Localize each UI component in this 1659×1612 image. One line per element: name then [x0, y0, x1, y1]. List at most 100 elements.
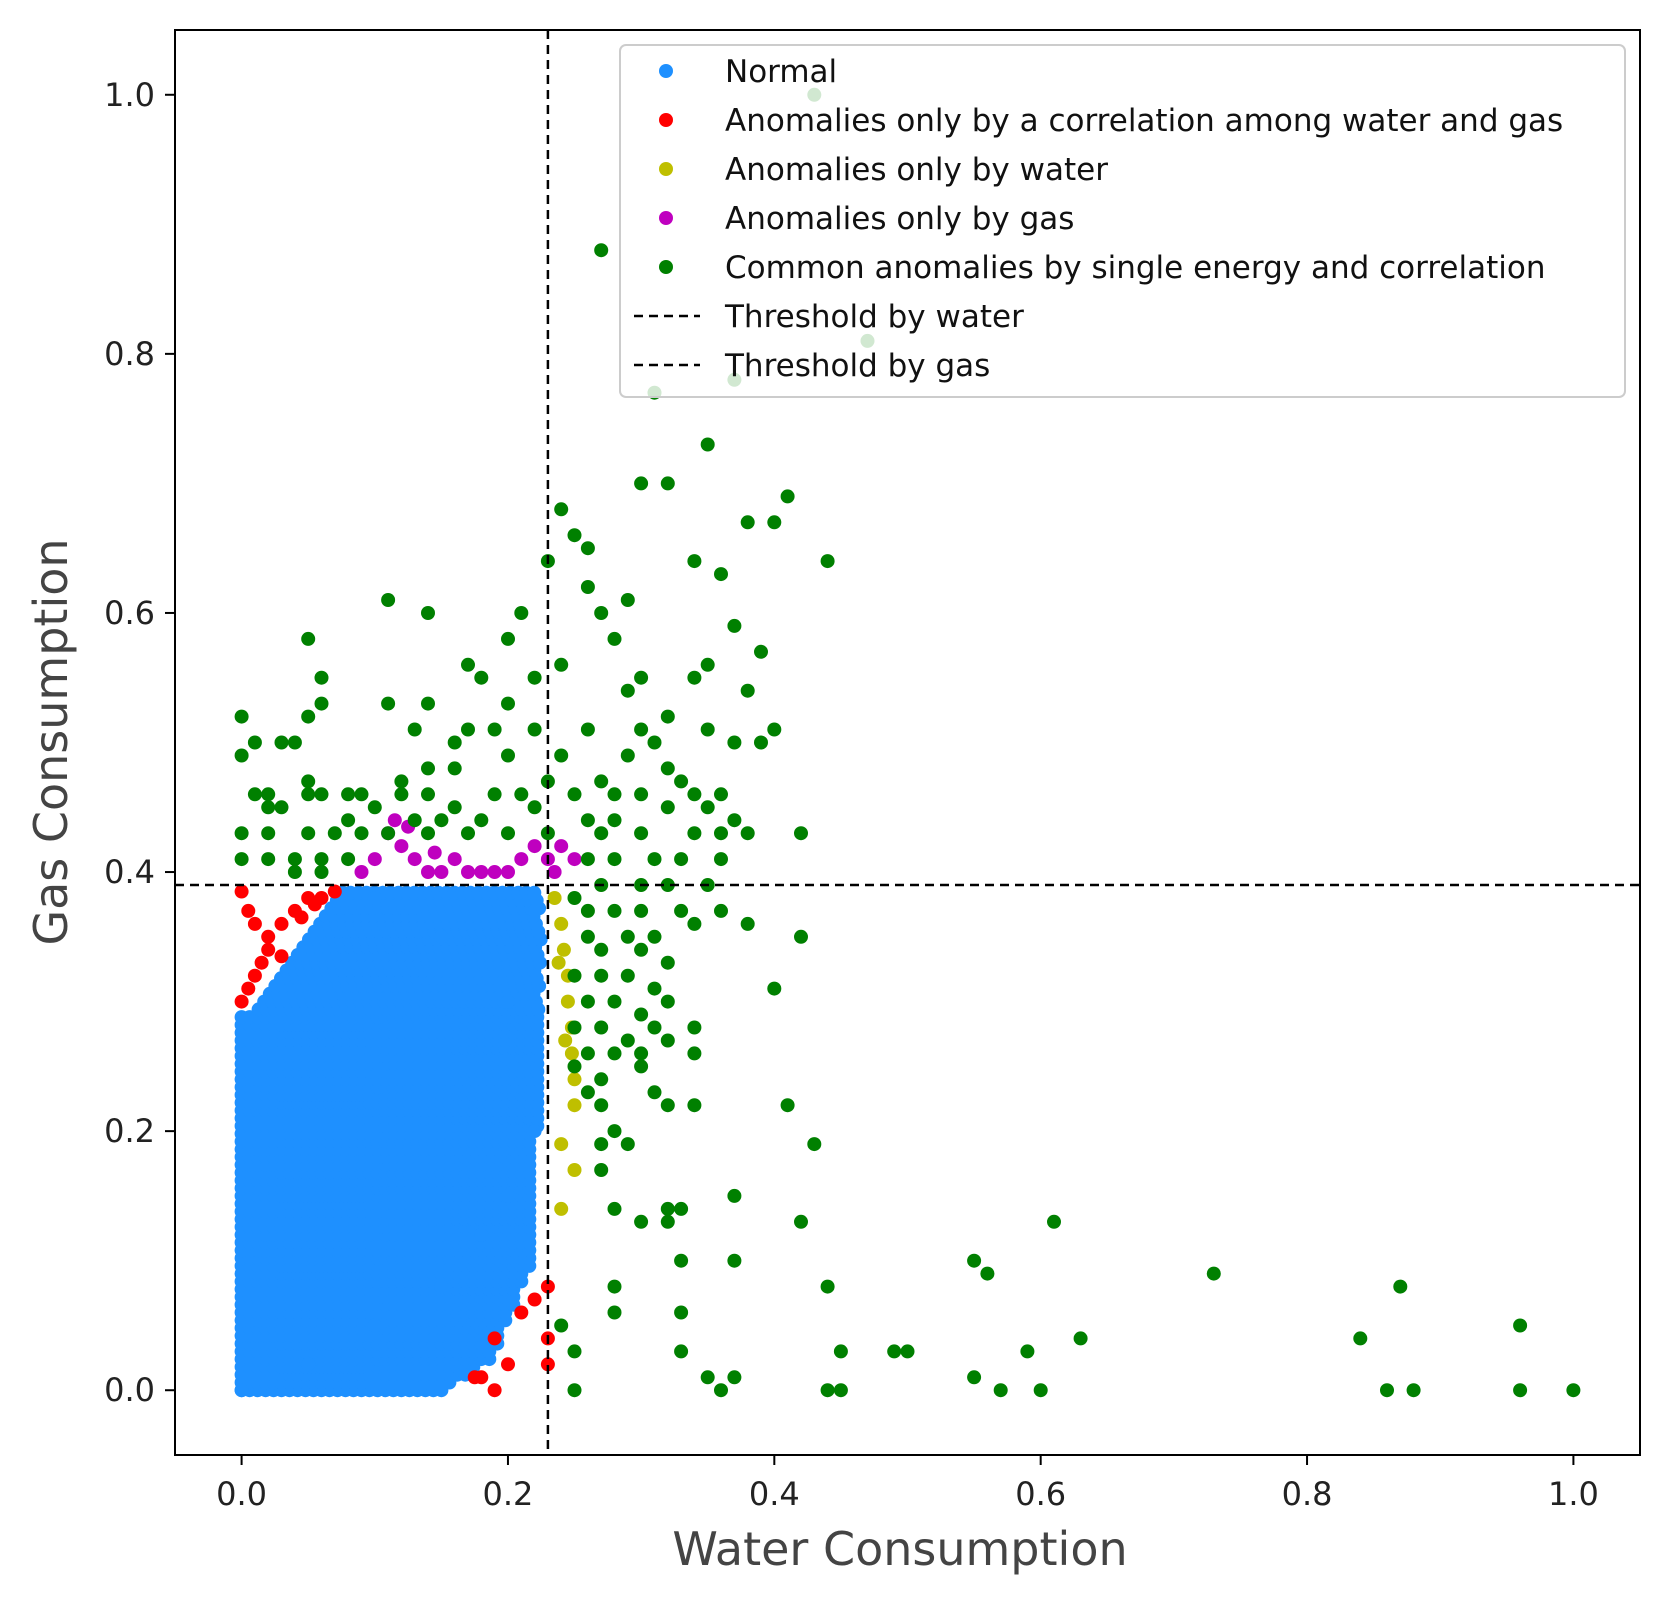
data-point: [556, 942, 571, 957]
legend-label: Anomalies only by gas: [725, 201, 1074, 237]
data-point: [234, 826, 249, 841]
data-point: [501, 994, 515, 1009]
data-point: [434, 929, 449, 944]
data-point: [261, 929, 276, 944]
data-point: [241, 981, 256, 996]
data-point: [687, 826, 702, 841]
data-point: [527, 722, 542, 737]
data-point: [354, 865, 369, 879]
legend-marker: [659, 113, 673, 127]
data-point: [687, 916, 702, 931]
data-point: [241, 903, 256, 918]
data-point: [660, 878, 675, 892]
data-point: [607, 631, 622, 646]
data-point: [501, 1357, 515, 1372]
data-point: [367, 891, 382, 905]
y-tick-label: 1.0: [104, 76, 155, 114]
data-point: [567, 1098, 582, 1113]
data-point: [820, 1383, 835, 1398]
data-point: [634, 826, 649, 841]
data-point: [421, 761, 435, 776]
data-point: [660, 709, 675, 724]
data-point: [674, 903, 689, 918]
data-point: [580, 852, 595, 867]
data-point: [1047, 1214, 1061, 1229]
data-point: [580, 903, 595, 918]
data-point: [327, 826, 342, 841]
data-point: [580, 994, 595, 1009]
data-point: [607, 787, 622, 802]
data-point: [554, 657, 569, 672]
data-point: [307, 897, 322, 912]
data-point: [394, 774, 409, 789]
data-point: [754, 644, 768, 659]
data-point: [647, 1020, 662, 1035]
data-point: [634, 670, 649, 685]
data-point: [367, 1318, 382, 1333]
x-tick-label: 0.8: [1282, 1475, 1333, 1513]
data-point: [1380, 1383, 1394, 1398]
data-point: [341, 852, 356, 867]
data-point: [421, 696, 435, 711]
data-point: [567, 1383, 582, 1398]
data-point: [607, 1279, 622, 1294]
legend-marker: [659, 162, 673, 176]
data-point: [314, 670, 329, 685]
data-point: [514, 1305, 529, 1320]
legend-label: Common anomalies by single energy and co…: [725, 250, 1545, 286]
data-point: [714, 826, 728, 841]
data-point: [567, 787, 582, 802]
data-point: [527, 800, 542, 815]
data-point: [634, 903, 649, 918]
data-point: [794, 1214, 808, 1229]
data-point: [580, 1085, 595, 1100]
data-point: [660, 1033, 675, 1048]
series-0: [234, 885, 548, 1398]
data-point: [567, 1020, 582, 1035]
data-point: [387, 813, 402, 828]
data-point: [554, 839, 569, 854]
data-point: [620, 1033, 635, 1048]
data-point: [1033, 1383, 1048, 1398]
x-axis-label: Water Consumption: [672, 1522, 1127, 1576]
legend-box: [619, 44, 1626, 398]
data-point: [607, 852, 622, 867]
data-point: [674, 1344, 689, 1359]
data-point: [687, 787, 702, 802]
data-point: [421, 826, 435, 841]
data-point: [514, 852, 529, 867]
data-point: [647, 981, 662, 996]
data-point: [501, 1188, 515, 1203]
data-point: [620, 683, 635, 698]
legend-marker: [659, 64, 673, 78]
data-point: [580, 929, 595, 944]
data-point: [580, 580, 595, 594]
data-point: [394, 787, 409, 802]
legend-label: Threshold by water: [724, 299, 1024, 335]
x-tick-label: 0.4: [749, 1475, 800, 1513]
data-point: [554, 1318, 569, 1333]
legend-label: Normal: [725, 54, 837, 90]
data-point: [687, 1098, 702, 1113]
data-point: [447, 735, 462, 750]
data-point: [367, 800, 382, 815]
points-layer: [234, 87, 1581, 1398]
data-point: [301, 1357, 316, 1372]
data-point: [421, 865, 435, 879]
y-tick-label: 0.4: [104, 853, 155, 891]
data-point: [467, 1370, 482, 1385]
data-point: [594, 1020, 609, 1035]
data-point: [234, 884, 249, 899]
data-point: [620, 593, 635, 607]
y-tick-label: 0.2: [104, 1112, 155, 1150]
data-point: [407, 813, 422, 828]
data-point: [714, 852, 728, 867]
data-point: [558, 1033, 573, 1048]
data-point: [634, 1214, 649, 1229]
data-point: [647, 735, 662, 750]
y-tick-label: 0.6: [104, 594, 155, 632]
data-point: [551, 955, 566, 970]
data-point: [1566, 1383, 1581, 1398]
